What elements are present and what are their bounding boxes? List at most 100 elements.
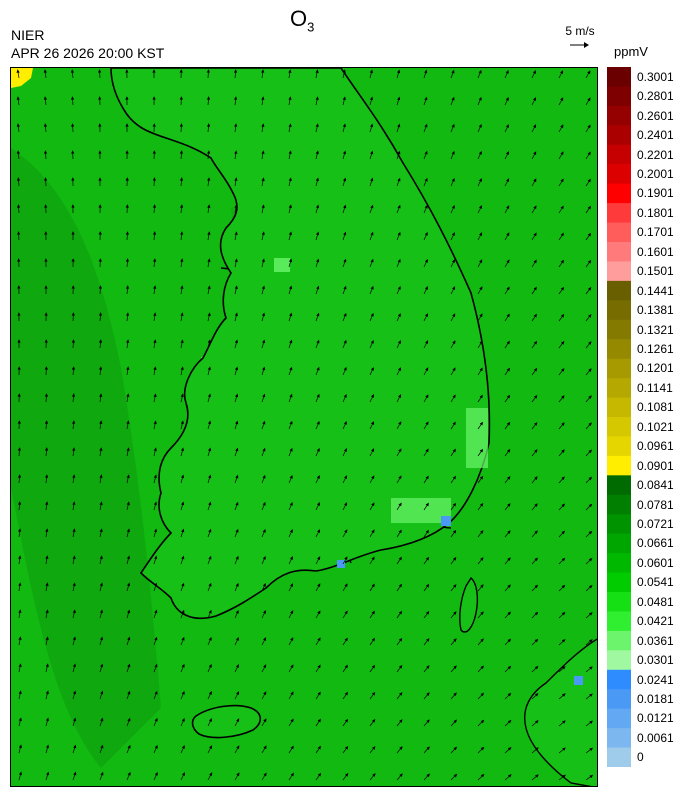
color-scale-swatch (607, 630, 631, 651)
wind-vector-arrowhead (235, 664, 239, 668)
wind-vector-arrowhead (533, 286, 537, 291)
wind-vector-arrowhead (46, 771, 50, 776)
wind-vector-arrowhead (18, 663, 22, 668)
wind-vector-arrowhead (127, 636, 131, 641)
wind-vector-arrowhead (398, 664, 403, 669)
color-scale-label: 0.1021 (637, 419, 674, 434)
wind-vector-arrowhead (479, 340, 483, 345)
wind-vector-arrowhead (370, 177, 374, 182)
wind-vector-arrowhead (235, 637, 239, 641)
agency-label: NIER (11, 27, 45, 43)
wind-vector-arrowhead (560, 205, 564, 210)
wind-vector-arrowhead (72, 420, 76, 424)
wind-vector-arrowhead (426, 719, 430, 724)
wind-vector-arrowhead (290, 745, 294, 750)
wind-vector-arrowhead (235, 582, 239, 587)
wind-vector-arrowhead (206, 96, 211, 100)
color-scale-swatch (607, 339, 631, 360)
wind-vector-arrowhead (99, 501, 103, 506)
wind-vector-arrowhead (480, 719, 485, 724)
wind-vector-arrowhead (505, 124, 509, 128)
wind-vector-arrowhead (126, 339, 130, 343)
color-scale-swatch (607, 105, 631, 126)
color-scale-label: 0.0721 (637, 516, 674, 531)
wind-vector-arrowhead (125, 96, 129, 100)
wind-vector-arrowhead (72, 582, 76, 587)
wind-vector-arrowhead (561, 584, 566, 589)
wind-vector-arrowhead (506, 205, 510, 210)
wind-vector-arrowhead (127, 690, 131, 695)
wind-vector-arrowhead (18, 555, 22, 559)
wind-vector-arrowhead (100, 771, 104, 776)
wind-vector-arrowhead (452, 313, 456, 318)
wind-vector-arrowhead (126, 366, 130, 370)
wind-vector-arrowhead (561, 693, 566, 697)
wind-vector-arrowhead (479, 259, 483, 264)
wind-vector-arrowhead (234, 150, 238, 154)
wind-vector-arrowhead (263, 745, 267, 750)
wind-vector-arrowhead (478, 178, 482, 182)
wind-vector-arrowhead (125, 204, 129, 208)
wind-vector-arrowhead (100, 717, 104, 722)
wind-vector-arrowhead (397, 123, 401, 128)
wind-vector-arrowhead (533, 259, 537, 264)
wind-vector-arrowhead (534, 747, 539, 751)
wind-vector-arrowhead (262, 393, 266, 398)
wind-vector-arrowhead (370, 150, 374, 155)
wind-vector-arrowhead (426, 773, 430, 778)
wind-vector-arrowhead (317, 556, 321, 560)
wind-vector-arrowhead (452, 367, 456, 372)
wind-vector-arrowhead (342, 96, 346, 101)
wind-vector-arrowhead (180, 339, 184, 344)
wind-vector-arrowhead (180, 420, 184, 425)
wind-vector-arrowhead (289, 447, 293, 452)
wind-vector-arrowhead (426, 638, 430, 642)
color-scale-swatch (607, 553, 631, 574)
map-canvas (11, 68, 597, 786)
color-scale-label: 0.3001 (637, 69, 674, 84)
wind-vector-arrowhead (369, 123, 374, 128)
wind-vector-arrowhead (181, 663, 185, 668)
wind-vector-arrowhead (534, 693, 539, 697)
wind-vector-arrowhead (479, 448, 484, 453)
wind-vector-arrowhead (99, 636, 104, 641)
wind-vector-arrowhead (478, 123, 482, 128)
wind-vector-arrowhead (371, 529, 375, 534)
wind-vector-arrowhead (453, 719, 457, 724)
color-scale-label: 0.0301 (637, 653, 674, 668)
wind-vector-arrowhead (452, 286, 456, 290)
wind-vector-arrowhead (207, 393, 211, 398)
wind-vector-arrowhead (588, 422, 592, 427)
wind-vector-arrowhead (507, 530, 511, 534)
wind-vector-arrowhead (479, 286, 483, 291)
wind-vector-arrowhead (561, 639, 566, 643)
wind-vector-arrowhead (343, 339, 347, 344)
wind-vector-arrowhead (587, 286, 592, 291)
wind-vector-arrowhead (506, 421, 511, 426)
wind-vector-arrowhead (505, 96, 509, 101)
wind-reference-label: 5 m/s (565, 24, 595, 38)
wind-vector-arrowhead (535, 774, 539, 778)
wind-vector-arrowhead (424, 286, 428, 290)
color-scale-swatch (607, 475, 631, 496)
wind-vector-arrowhead (342, 69, 346, 74)
wind-vector-arrowhead (289, 556, 293, 560)
wind-vector-arrowhead (234, 123, 238, 127)
wind-vector-arrowhead (44, 447, 49, 451)
wind-vector-arrowhead (43, 123, 48, 127)
wind-vector-arrowhead (398, 583, 402, 588)
wind-vector-arrowhead (263, 664, 267, 668)
wind-vector-arrowhead (288, 204, 292, 209)
wind-vector-arrowhead (16, 150, 20, 154)
wind-vector-arrowhead (589, 666, 593, 670)
color-scale-swatch (607, 300, 631, 321)
wind-vector-arrowhead (505, 151, 509, 155)
wind-vector-arrowhead (588, 503, 593, 508)
wind-vector-arrowhead (317, 745, 321, 750)
wind-vector-arrowhead (153, 339, 157, 343)
color-scale-label: 0.0781 (637, 497, 674, 512)
wind-vector-arrowhead (261, 231, 265, 236)
wind-vector-arrowhead (452, 556, 457, 561)
color-scale-label: 0 (637, 750, 644, 765)
wind-vector-arrowhead (397, 285, 401, 290)
